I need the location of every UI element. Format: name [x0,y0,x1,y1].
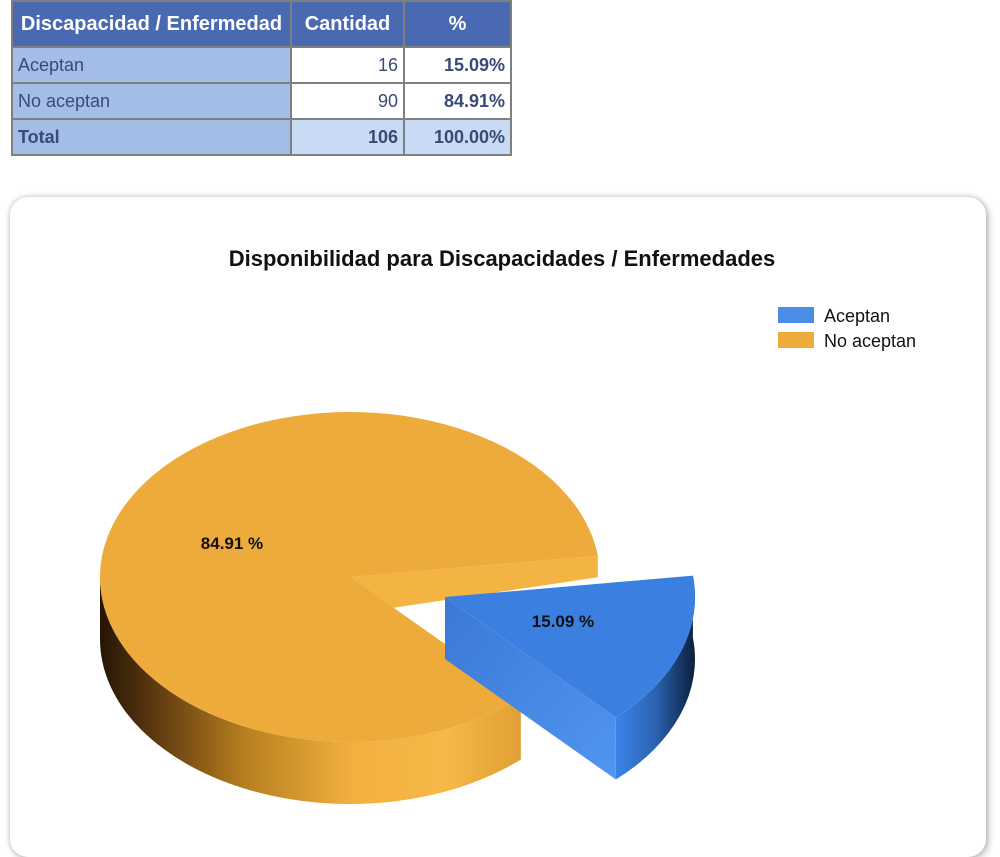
slice-top-no-aceptan [99,411,598,742]
row-count: 90 [290,82,405,120]
slice-side-aceptan [615,575,696,780]
slice-label-no-aceptan: 84.91 % [201,534,263,553]
legend-label: Aceptan [824,306,890,326]
row-percent: 84.91% [403,82,512,120]
legend-label: No aceptan [824,331,916,351]
total-count: 106 [290,118,405,156]
row-percent: 15.09% [403,46,512,84]
pie-chart: Disponibilidad para Discapacidades / Enf… [99,246,916,804]
table-total-row: Total 106 100.00% [11,118,512,156]
slice-side-no-aceptan [100,577,521,804]
slice-front-aceptan [445,597,616,780]
pie-slices [99,411,696,804]
chart-legend: Aceptan No aceptan [778,306,916,351]
chart-card: Disponibilidad para Discapacidades / Enf… [10,197,986,857]
legend-swatch-no-aceptan [778,332,814,348]
total-percent: 100.00% [403,118,512,156]
chart-title: Disponibilidad para Discapacidades / Enf… [229,246,776,271]
row-label: No aceptan [11,82,292,120]
total-label: Total [11,118,292,156]
slice-label-aceptan: 15.09 % [532,612,594,631]
header-count: Cantidad [290,0,405,48]
table-header-row: Discapacidad / Enfermedad Cantidad % [11,0,512,48]
table-row: No aceptan 90 84.91% [11,82,512,120]
slice-cut-no-aceptan [350,555,598,615]
row-count: 16 [290,46,405,84]
row-label: Aceptan [11,46,292,84]
stats-table: Discapacidad / Enfermedad Cantidad % Ace… [11,0,512,156]
legend-swatch-aceptan [778,307,814,323]
table-row: Aceptan 16 15.09% [11,46,512,84]
header-percent: % [403,0,512,48]
slice-top-aceptan [445,575,695,718]
header-category: Discapacidad / Enfermedad [11,0,292,48]
